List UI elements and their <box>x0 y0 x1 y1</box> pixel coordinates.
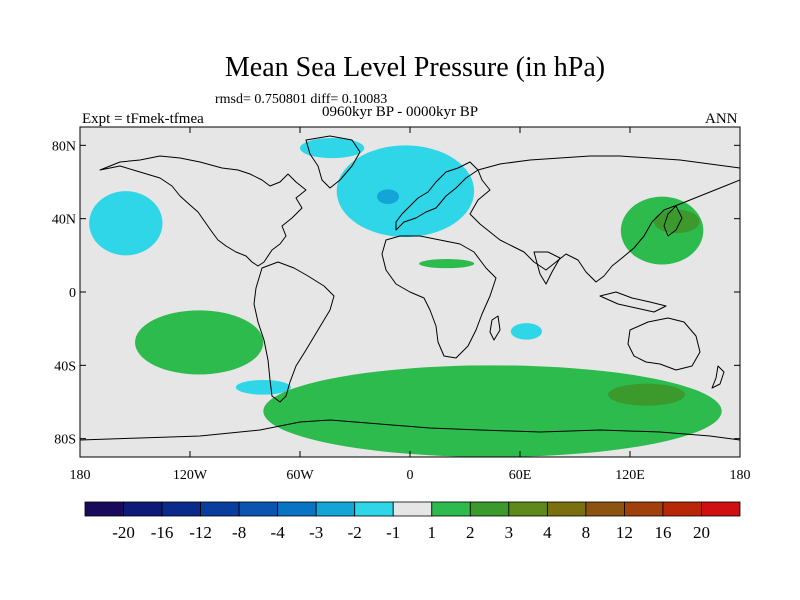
colorbar-swatch <box>546 501 587 517</box>
colorbar-label: 16 <box>654 523 671 542</box>
coastlines <box>80 135 740 441</box>
x-tick-label: 120W <box>173 468 208 483</box>
colorbar-label: -20 <box>112 523 135 542</box>
colorbar-swatch <box>585 501 625 517</box>
colorbar-swatch <box>431 501 471 517</box>
colorbar-swatch <box>392 501 433 517</box>
colorbar-label: -4 <box>271 523 286 542</box>
rmsd-diff-stats: rmsd= 0.750801 diff= 0.10083 <box>215 92 388 107</box>
colorbar-swatch <box>508 501 548 517</box>
coast-india <box>533 251 561 285</box>
colorbar-label: -12 <box>189 523 212 542</box>
region-indian-ocean-low <box>510 323 542 340</box>
colorbar-swatch <box>123 501 163 517</box>
region-south-atlantic-low <box>235 380 291 395</box>
coast-asia <box>469 155 740 283</box>
x-tick-label: 60W <box>286 468 314 483</box>
coast-japan <box>663 205 683 237</box>
y-tick-label: 40N <box>52 213 76 228</box>
colorbar-label: -8 <box>232 523 246 542</box>
region-southern-ocean-high <box>263 365 722 457</box>
coast-greenland <box>305 135 361 189</box>
x-tick-label: 180 <box>730 468 751 483</box>
y-tick-label: 0 <box>69 286 76 301</box>
colorbar-swatch <box>624 501 664 517</box>
coast-south-america <box>253 261 335 403</box>
coast-australia <box>627 317 701 371</box>
x-tick-label: 180 <box>70 468 91 483</box>
coast-madagascar <box>489 315 501 341</box>
region-southern-ocean-core <box>608 383 685 406</box>
colorbar-swatch <box>354 501 394 517</box>
region-north-pacific-low <box>89 191 163 256</box>
colorbar-label: 8 <box>582 523 591 542</box>
region-sahara-high <box>419 259 475 269</box>
colorbar-swatch <box>84 501 124 517</box>
x-tick-label: 0 <box>407 468 414 483</box>
anomaly-regions <box>89 138 722 457</box>
colorbar-swatch <box>238 501 279 517</box>
season-label: ANN <box>705 111 738 127</box>
region-nw-pacific-core <box>653 209 700 234</box>
coast-maritime-se-asia <box>599 291 667 313</box>
colorbar: -20 -16 -12 -8 -4 -3 -2 -1 1 2 3 4 8 12 16 20 <box>84 501 741 542</box>
region-south-pacific-high <box>135 310 264 375</box>
colorbar-swatch <box>315 501 356 517</box>
colorbar-swatch <box>161 501 201 517</box>
colorbar-label: -1 <box>386 523 400 542</box>
colorbar-label: 1 <box>428 523 437 542</box>
colorbar-label: 3 <box>505 523 514 542</box>
colorbar-swatch <box>200 501 240 517</box>
coast-europe <box>395 161 479 231</box>
colorbar-swatch <box>662 501 702 517</box>
coast-north-america <box>99 155 307 267</box>
y-tick-label: 80N <box>52 139 76 154</box>
experiment-label: Expt = tFmek-tfmea <box>82 111 204 127</box>
colorbar-label: -16 <box>151 523 174 542</box>
coast-africa <box>381 235 497 359</box>
x-tick-label: 120E <box>615 468 645 483</box>
region-north-atlantic-low <box>336 145 475 237</box>
colorbar-swatch <box>469 501 510 517</box>
colorbar-label: 2 <box>466 523 475 542</box>
colorbar-label: 4 <box>543 523 552 542</box>
map-axis-ticks: 180 120W 60W 0 60E 120E 180 80N 40N 0 40S 80S <box>52 127 751 483</box>
y-tick-label: 40S <box>54 359 76 374</box>
colorbar-label: -2 <box>348 523 362 542</box>
x-tick-label: 60E <box>509 468 532 483</box>
coast-antarctica <box>80 419 740 441</box>
region-north-atlantic-core <box>377 189 399 205</box>
chart-title: Mean Sea Level Pressure (in hPa) <box>224 52 606 83</box>
y-tick-label: 80S <box>54 433 76 448</box>
time-period-label: 0960kyr BP - 0000kyr BP <box>322 104 479 120</box>
colorbar-swatch <box>277 501 317 517</box>
coast-new-zealand <box>711 365 725 389</box>
colorbar-label: 12 <box>616 523 633 542</box>
colorbar-swatch <box>701 501 741 517</box>
region-arctic-low <box>300 138 365 159</box>
colorbar-label: 20 <box>693 523 710 542</box>
colorbar-label: -3 <box>309 523 323 542</box>
